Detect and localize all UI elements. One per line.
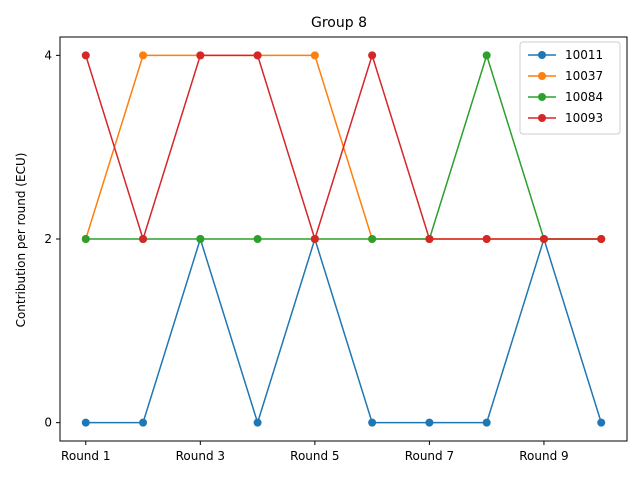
data-point-10084 (81, 235, 90, 243)
data-point-10011 (482, 418, 491, 427)
series-line-10084 (85, 54, 602, 240)
data-point-10011 (597, 418, 606, 427)
data-point-10093 (253, 51, 262, 60)
data-point-10093 (425, 235, 434, 243)
series-line-10011 (85, 238, 602, 424)
data-point-10037 (310, 51, 319, 60)
x-tick-label: Round 7 (405, 449, 454, 463)
data-point-10093 (482, 235, 491, 243)
y-tick-label: 0 (44, 416, 52, 430)
data-point-10011 (81, 418, 90, 427)
data-point-10093 (310, 235, 319, 243)
data-point-10011 (425, 418, 434, 427)
legend-swatch-marker (538, 72, 546, 80)
x-tick-label: Round 1 (61, 449, 110, 463)
legend-swatch-marker (538, 51, 546, 59)
data-point-10093 (81, 51, 90, 60)
data-point-10011 (253, 418, 262, 427)
data-point-10084 (368, 235, 377, 243)
x-tick-label: Round 5 (290, 449, 339, 463)
data-point-10093 (139, 235, 148, 243)
axes-frame (59, 36, 628, 442)
data-point-10093 (539, 235, 548, 243)
legend-label: 10093 (565, 111, 603, 125)
data-point-10011 (139, 418, 148, 427)
chart-title: Group 8 (311, 15, 367, 31)
x-tick-label: Round 9 (519, 449, 568, 463)
legend-label: 10011 (565, 48, 603, 62)
legend-label: 10084 (565, 90, 603, 104)
legend-swatch-marker (538, 93, 546, 101)
y-tick-label: 2 (44, 232, 52, 246)
legend-swatch-marker (538, 114, 546, 122)
legend-frame (519, 41, 621, 135)
data-point-10011 (368, 418, 377, 427)
y-tick-label: 4 (44, 48, 52, 62)
plot-area: Round 1 Round 3 Round 5 Round 7 Round 9 0 2 4 (44, 48, 606, 463)
data-point-10084 (253, 235, 262, 243)
y-axis-label: Contribution per round (ECU) (14, 153, 28, 328)
data-point-10093 (597, 235, 606, 243)
legend-label: 10037 (565, 69, 603, 83)
data-point-10037 (139, 51, 148, 60)
data-point-10093 (196, 51, 205, 60)
series-line-10093 (85, 54, 602, 240)
x-tick-label: Round 3 (176, 449, 225, 463)
legend: 10011 10037 10084 10093 (519, 41, 621, 135)
data-point-10093 (368, 51, 377, 60)
data-point-10084 (482, 51, 491, 60)
data-point-10084 (196, 235, 205, 243)
